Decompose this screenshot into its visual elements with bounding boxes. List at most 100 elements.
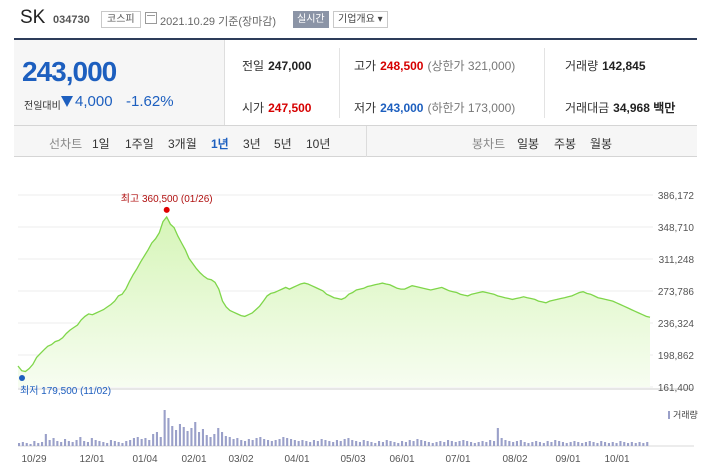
volume-bar [290, 439, 293, 446]
low-label: 저가 [354, 101, 377, 115]
volume-bar [489, 440, 492, 446]
tab-3m[interactable]: 3개월 [168, 137, 197, 151]
company-info-dropdown[interactable]: 기업개요 ▾ [333, 11, 388, 28]
volume-bar [64, 439, 67, 446]
volume-bar [224, 436, 227, 446]
volume-bar [496, 428, 499, 446]
volume-bar [33, 441, 36, 446]
calendar-icon [145, 12, 157, 24]
amount-label: 거래대금 [565, 101, 610, 115]
tab-5y[interactable]: 5년 [274, 137, 292, 151]
volume-bar [159, 437, 162, 446]
volume-bar [424, 441, 427, 446]
tab-10y[interactable]: 10년 [306, 137, 331, 151]
volume-bar [144, 438, 147, 446]
y-tick-label: 236,324 [658, 319, 695, 330]
price-area [18, 216, 650, 387]
x-tick-label: 07/01 [445, 454, 470, 465]
volume-bar [412, 441, 415, 446]
volume-bar [577, 442, 580, 446]
volume-bar [182, 427, 185, 446]
volume-bar [335, 440, 338, 446]
volume-bar [190, 428, 193, 446]
day-high: 고가 248,500 (상한가 321,000) [354, 57, 515, 74]
volume-bar [228, 437, 231, 446]
volume-bar [186, 431, 189, 446]
volume-bar [236, 438, 239, 446]
volume-bar [332, 442, 335, 446]
volume-bar [44, 434, 47, 446]
x-tick-label: 02/01 [181, 454, 206, 465]
volume-bar [443, 442, 446, 446]
volume-bar [397, 443, 400, 446]
volume-bar [21, 442, 24, 446]
volume-bar [25, 443, 28, 446]
tab-1y[interactable]: 1년 [211, 137, 229, 151]
volume-bar [136, 437, 139, 446]
volume-bar [454, 442, 457, 446]
y-tick-label: 198,862 [658, 351, 695, 362]
upper-limit: (상한가 321,000) [427, 59, 516, 73]
volume-bar [504, 440, 507, 446]
volume-bar [41, 442, 44, 446]
volume-bar [627, 443, 630, 446]
volume-bar [312, 440, 315, 446]
price-line [17, 215, 651, 373]
volume-bar [163, 410, 166, 446]
volume-bar [527, 443, 530, 446]
volume-bar [427, 442, 430, 446]
volume-bar [565, 443, 568, 446]
volume-bar [79, 437, 82, 446]
current-price: 243,000 [22, 56, 117, 87]
volume-value: 142,845 [602, 59, 646, 73]
volume-bar [255, 438, 258, 446]
candle-chart-label: 봉차트 [472, 137, 506, 151]
volume-bar [431, 443, 434, 446]
volume-bar [267, 440, 270, 446]
volume-bar [515, 441, 518, 446]
volume-bar [339, 441, 342, 446]
tab-1d[interactable]: 1일 [92, 137, 110, 151]
volume-bar [523, 442, 526, 446]
y-tick-label: 386,172 [658, 191, 695, 202]
volume-bar [435, 442, 438, 446]
y-tick-label: 311,248 [659, 255, 695, 266]
trade-amount: 거래대금 34,968 백만 [565, 99, 675, 116]
tab-weekly[interactable]: 주봉 [554, 137, 577, 151]
high-value: 248,500 [380, 59, 424, 73]
volume-bar [282, 437, 285, 446]
volume-bar [619, 441, 622, 446]
x-tick-label: 12/01 [79, 454, 104, 465]
current-price-panel: 243,000 전일대비 4,000 -1.62% [14, 40, 225, 125]
volume-bar [155, 432, 158, 446]
volume-bar [623, 442, 626, 446]
as-of-date: 2021.10.29 기준(장마감) [160, 16, 277, 28]
x-tick-label: 09/01 [555, 454, 580, 465]
high-annotation: 최고 360,500 (01/26) [121, 193, 213, 205]
volume-bar [148, 440, 151, 446]
tab-daily[interactable]: 일봉 [517, 137, 540, 151]
y-tick-label: 273,786 [658, 287, 695, 298]
prev-close-value: 247,000 [268, 59, 312, 73]
volume-bar [297, 441, 300, 446]
volume-bar [561, 442, 564, 446]
volume-bar [109, 440, 112, 446]
volume-bar [493, 441, 496, 446]
tab-1w[interactable]: 1주일 [125, 137, 154, 151]
volume-bar [374, 443, 377, 446]
volume-bar [611, 442, 614, 446]
volume-bar [129, 440, 132, 446]
tab-monthly[interactable]: 월봉 [590, 137, 613, 151]
volume-bar [370, 442, 373, 446]
volume-bar [355, 441, 358, 446]
volume-bar [113, 441, 116, 446]
volume-bar [362, 440, 365, 446]
volume-bar [389, 441, 392, 446]
realtime-button[interactable]: 실시간 [293, 11, 329, 28]
volume-bar [581, 443, 584, 446]
x-tick-label: 01/04 [132, 454, 157, 465]
chart-tab-bar: 선차트 1일 1주일 3개월 1년 3년 5년 10년 봉차트 일봉 주봉 월봉 [14, 126, 697, 157]
volume-bar [538, 442, 541, 446]
tab-3y[interactable]: 3년 [243, 137, 261, 151]
